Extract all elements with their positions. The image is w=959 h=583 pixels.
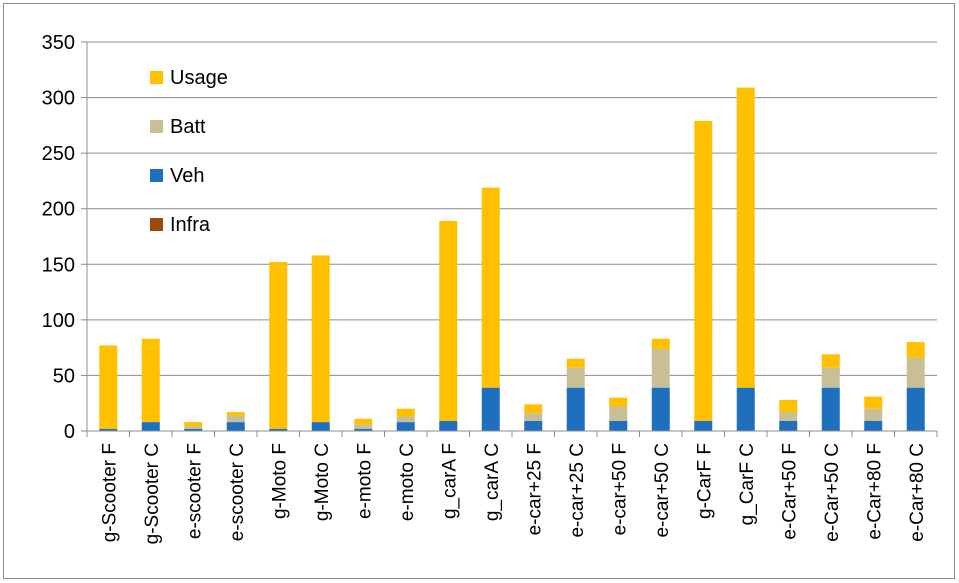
x-category-label: e-car+50 C	[652, 443, 673, 538]
bar-batt-3	[226, 415, 245, 423]
bar-veh-3	[226, 422, 245, 431]
bar-usage-1	[141, 338, 160, 423]
x-category-label: e-moto C	[397, 443, 418, 521]
x-category-label: e-moto F	[354, 443, 375, 519]
y-tick-label: 0	[64, 421, 75, 443]
bar-veh-2	[184, 428, 203, 431]
bar-usage-2	[184, 422, 203, 427]
y-tick-label: 300	[42, 88, 75, 110]
bar-usage-16	[779, 399, 798, 413]
legend-swatch-veh	[150, 169, 163, 182]
legend-label-batt: Batt	[170, 116, 206, 138]
x-category-label: g-Scooter F	[99, 443, 120, 542]
bar-veh-18	[864, 420, 883, 431]
legend-swatch-usage	[150, 71, 163, 84]
y-tick-label: 100	[42, 310, 75, 332]
x-category-label: g-CarF F	[694, 443, 715, 519]
gridlines	[81, 41, 937, 432]
x-category-label: g-Scooter C	[142, 443, 163, 544]
axes	[86, 42, 938, 437]
x-category-label: e-Car+50 C	[822, 443, 843, 542]
bar-batt-2	[184, 426, 203, 429]
legend-label-veh: Veh	[170, 165, 204, 187]
y-axis-tick-labels: 0 50 100 150 200 250 300 350	[42, 32, 75, 443]
bar-veh-15	[736, 387, 755, 431]
legend-label-infra: Infra	[170, 214, 211, 236]
bar-veh-12	[609, 420, 628, 431]
bar-usage-19	[906, 342, 925, 358]
bar-veh-10	[524, 420, 543, 431]
legend-swatch-batt	[150, 120, 163, 133]
bar-batt-18	[864, 408, 883, 421]
bar-usage-18	[864, 396, 883, 409]
bar-batt-6	[354, 424, 373, 429]
bar-usage-12	[609, 397, 628, 407]
bar-usage-5	[311, 255, 330, 423]
bar-veh-17	[821, 387, 840, 431]
bar-usage-14	[694, 120, 713, 421]
bar-batt-11	[566, 367, 585, 388]
bar-veh-8	[439, 420, 458, 431]
x-axis-category-labels: g-Scooter F g-Scooter C e-scooter F e-scoot…	[99, 443, 928, 544]
x-category-label: g_carA C	[482, 443, 503, 521]
bar-veh-11	[566, 387, 585, 431]
bar-batt-12	[609, 406, 628, 421]
bar-veh-16	[779, 420, 798, 431]
legend: Usage Batt Veh Infra	[150, 67, 228, 236]
bar-batt-10	[524, 413, 543, 421]
bar-veh-19	[906, 387, 925, 431]
y-tick-label: 200	[42, 199, 75, 221]
bar-veh-13	[651, 387, 670, 431]
bar-usage-17	[821, 354, 840, 368]
x-category-label: e-Car+80 F	[864, 443, 885, 540]
bar-usage-0	[99, 345, 118, 429]
chart-frame	[3, 3, 955, 579]
bar-usage-10	[524, 404, 543, 414]
bar-usage-7	[396, 408, 415, 417]
bar-usage-11	[566, 358, 585, 368]
bar-batt-19	[906, 357, 925, 388]
x-category-label: e-car+50 F	[609, 443, 630, 535]
bar-veh-5	[311, 422, 330, 431]
bar-veh-4	[269, 428, 288, 431]
bar-usage-9	[481, 187, 500, 388]
bar-veh-14	[694, 420, 713, 431]
x-category-label: g-Moto C	[312, 443, 333, 521]
bar-batt-17	[821, 367, 840, 388]
bar-usage-4	[269, 262, 288, 429]
bar-veh-1	[141, 422, 160, 431]
y-tick-label: 150	[42, 254, 75, 276]
bar-usage-13	[651, 338, 670, 349]
x-category-label: e-car+25 F	[524, 443, 545, 535]
x-category-label: g-Moto F	[269, 443, 290, 519]
x-category-label: g_carA F	[439, 443, 460, 519]
x-category-label: e-scooter F	[184, 443, 205, 539]
bar-usage-3	[226, 412, 245, 416]
x-category-label: e-car+25 C	[567, 443, 588, 538]
bars	[99, 87, 925, 431]
y-tick-label: 50	[53, 365, 75, 387]
y-tick-label: 250	[42, 143, 75, 165]
x-category-label: e-Car+80 C	[907, 443, 928, 542]
bar-usage-15	[736, 87, 755, 388]
bar-batt-13	[651, 348, 670, 388]
x-category-label: e-scooter C	[227, 443, 248, 541]
bar-veh-7	[396, 422, 415, 431]
bar-veh-6	[354, 428, 373, 431]
legend-label-usage: Usage	[170, 67, 228, 89]
legend-swatch-infra	[150, 218, 163, 231]
bar-usage-6	[354, 418, 373, 425]
y-tick-label: 350	[42, 32, 75, 54]
bar-veh-0	[99, 428, 118, 431]
bar-batt-7	[396, 416, 415, 423]
bar-veh-9	[481, 387, 500, 431]
bar-batt-16	[779, 412, 798, 421]
x-category-label: e-Car+50 F	[779, 443, 800, 540]
bar-usage-8	[439, 220, 458, 421]
x-category-label: g_CarF C	[737, 443, 758, 525]
